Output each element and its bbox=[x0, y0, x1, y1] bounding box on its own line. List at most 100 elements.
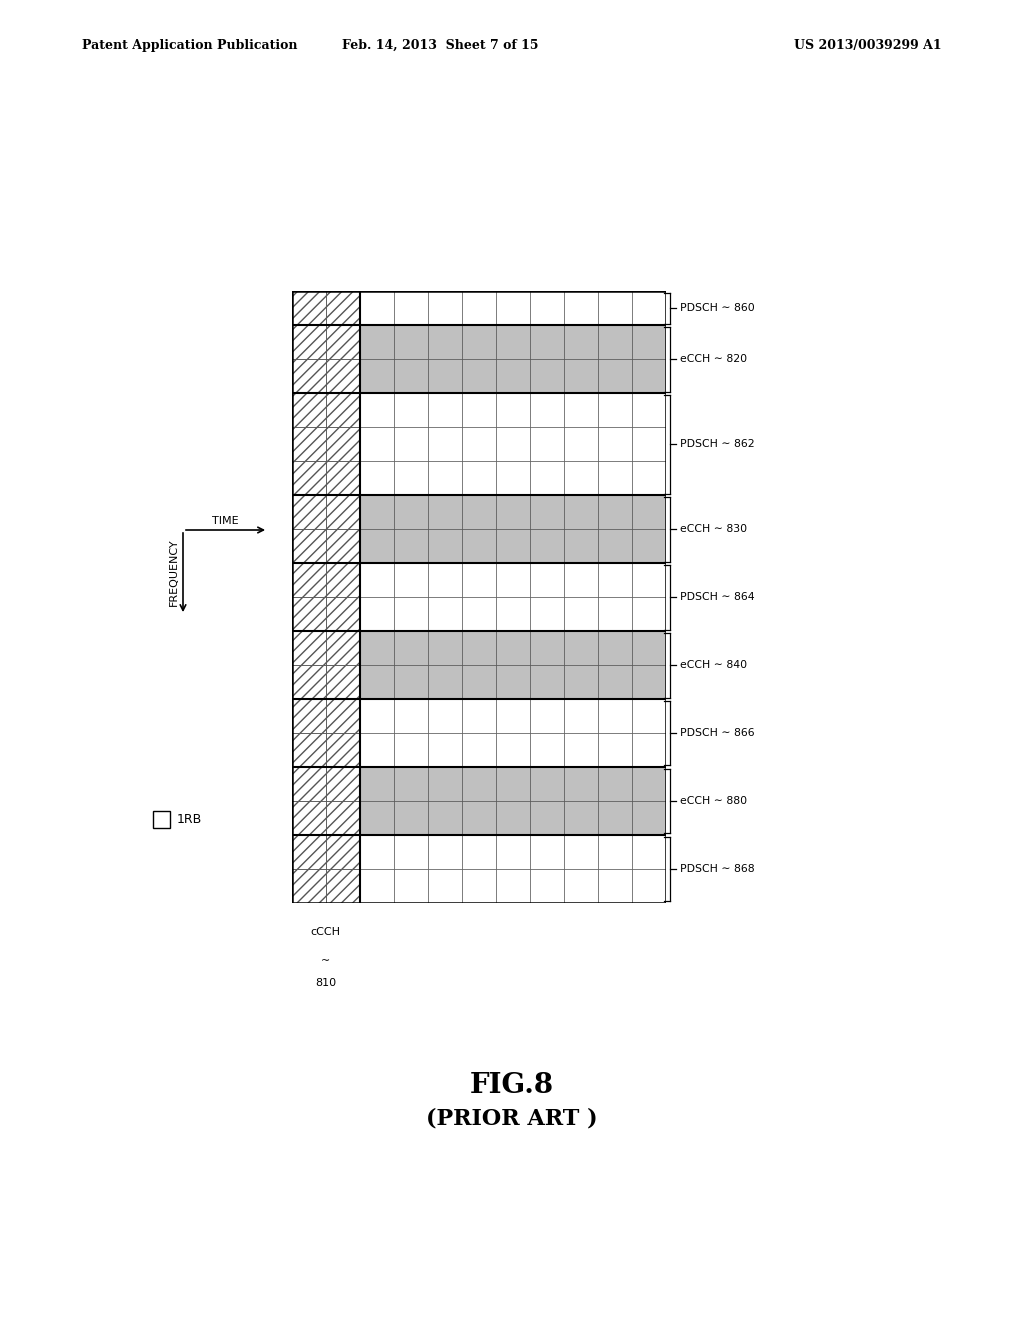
Bar bbox=[529, 733, 563, 767]
Bar bbox=[632, 767, 666, 801]
Bar bbox=[428, 631, 462, 665]
Bar bbox=[359, 564, 394, 597]
Bar bbox=[462, 836, 496, 869]
Bar bbox=[462, 428, 496, 462]
Bar bbox=[326, 700, 359, 733]
Bar bbox=[563, 801, 598, 836]
Bar bbox=[563, 529, 598, 564]
Bar bbox=[326, 597, 359, 631]
Bar bbox=[529, 495, 563, 529]
Bar bbox=[563, 665, 598, 700]
Bar bbox=[428, 462, 462, 495]
Bar bbox=[394, 836, 428, 869]
Bar bbox=[359, 767, 394, 801]
Bar bbox=[632, 665, 666, 700]
Bar bbox=[326, 733, 359, 767]
Bar bbox=[292, 665, 326, 700]
Bar bbox=[632, 495, 666, 529]
Bar bbox=[359, 665, 394, 700]
Bar bbox=[563, 428, 598, 462]
Bar bbox=[292, 836, 326, 869]
Bar bbox=[359, 631, 394, 665]
Bar bbox=[496, 836, 529, 869]
Bar bbox=[529, 393, 563, 428]
Bar bbox=[462, 292, 496, 326]
Bar bbox=[359, 326, 394, 359]
Bar bbox=[326, 292, 359, 326]
Bar bbox=[563, 292, 598, 326]
Text: PDSCH ∼ 862: PDSCH ∼ 862 bbox=[680, 440, 755, 449]
Bar bbox=[292, 733, 326, 767]
Bar bbox=[326, 393, 359, 428]
Bar bbox=[394, 359, 428, 393]
Bar bbox=[529, 564, 563, 597]
Bar bbox=[394, 869, 428, 903]
Bar bbox=[428, 359, 462, 393]
Bar bbox=[496, 597, 529, 631]
Bar bbox=[292, 326, 326, 359]
Bar bbox=[563, 700, 598, 733]
Bar bbox=[428, 529, 462, 564]
Bar bbox=[292, 495, 326, 529]
Bar bbox=[292, 801, 326, 836]
Bar bbox=[292, 733, 326, 767]
Bar bbox=[462, 801, 496, 836]
Bar bbox=[359, 393, 394, 428]
Bar bbox=[153, 810, 170, 828]
Bar bbox=[563, 393, 598, 428]
Bar bbox=[428, 495, 462, 529]
Text: (PRIOR ART ): (PRIOR ART ) bbox=[426, 1107, 598, 1129]
Bar bbox=[326, 665, 359, 700]
Bar bbox=[632, 462, 666, 495]
Bar bbox=[598, 428, 632, 462]
Bar bbox=[394, 529, 428, 564]
Bar bbox=[292, 428, 326, 462]
Bar bbox=[326, 631, 359, 665]
Text: Patent Application Publication: Patent Application Publication bbox=[82, 38, 297, 51]
Text: eCCH ∼ 880: eCCH ∼ 880 bbox=[680, 796, 746, 807]
Bar bbox=[326, 462, 359, 495]
Bar bbox=[598, 495, 632, 529]
Bar bbox=[359, 428, 394, 462]
Bar bbox=[292, 767, 326, 801]
Bar bbox=[563, 359, 598, 393]
Bar bbox=[326, 428, 359, 462]
Bar bbox=[462, 767, 496, 801]
Bar bbox=[292, 665, 326, 700]
Bar bbox=[326, 869, 359, 903]
Bar bbox=[359, 733, 394, 767]
Bar bbox=[462, 529, 496, 564]
Bar bbox=[563, 462, 598, 495]
Bar bbox=[326, 836, 359, 869]
Bar bbox=[632, 326, 666, 359]
Bar bbox=[428, 393, 462, 428]
Bar bbox=[292, 359, 326, 393]
Bar bbox=[496, 700, 529, 733]
Bar bbox=[292, 631, 326, 665]
Bar bbox=[529, 292, 563, 326]
Bar bbox=[529, 665, 563, 700]
Bar bbox=[496, 292, 529, 326]
Bar bbox=[462, 462, 496, 495]
Bar bbox=[563, 767, 598, 801]
Bar bbox=[292, 564, 326, 597]
Bar bbox=[292, 529, 326, 564]
Bar bbox=[462, 393, 496, 428]
Bar bbox=[529, 801, 563, 836]
Bar bbox=[326, 359, 359, 393]
Bar bbox=[496, 428, 529, 462]
Bar bbox=[292, 869, 326, 903]
Bar bbox=[529, 631, 563, 665]
Bar bbox=[462, 733, 496, 767]
Bar bbox=[598, 869, 632, 903]
Bar bbox=[496, 359, 529, 393]
Bar bbox=[598, 665, 632, 700]
Bar bbox=[462, 359, 496, 393]
Bar bbox=[292, 359, 326, 393]
Bar bbox=[326, 393, 359, 428]
Bar bbox=[394, 733, 428, 767]
Bar bbox=[292, 564, 326, 597]
Bar bbox=[359, 359, 394, 393]
Bar bbox=[428, 767, 462, 801]
Bar bbox=[496, 326, 529, 359]
